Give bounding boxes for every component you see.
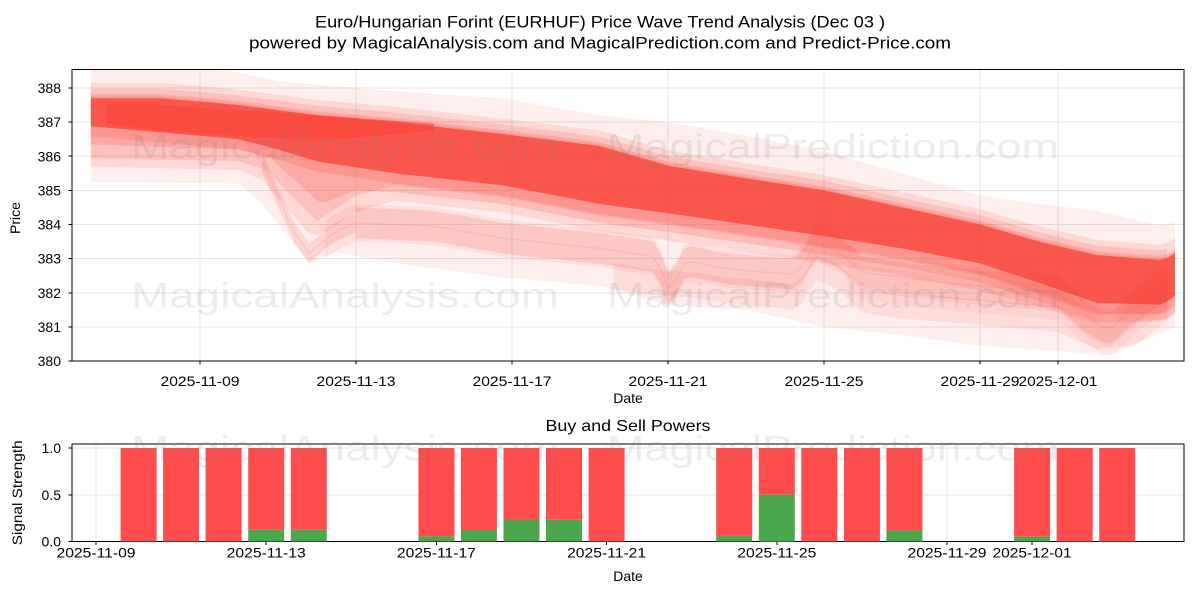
svg-text:2025-11-21: 2025-11-21: [567, 545, 646, 561]
svg-text:Euro/Hungarian Forint (EURHUF): Euro/Hungarian Forint (EURHUF) Price Wav…: [315, 13, 885, 32]
svg-text:powered by MagicalAnalysis.com: powered by MagicalAnalysis.com and Magic…: [249, 34, 951, 53]
svg-text:2025-11-17: 2025-11-17: [397, 545, 476, 561]
svg-text:MagicalAnalysis.com: MagicalAnalysis.com: [131, 128, 559, 167]
svg-text:2025-11-13: 2025-11-13: [317, 373, 396, 389]
svg-text:2025-11-09: 2025-11-09: [161, 373, 240, 389]
svg-text:2025-11-21: 2025-11-21: [629, 373, 708, 389]
svg-text:Price: Price: [7, 202, 23, 234]
svg-text:MagicalPrediction.com: MagicalPrediction.com: [607, 277, 1059, 316]
svg-text:MagicalPrediction.com: MagicalPrediction.com: [607, 430, 1059, 469]
svg-text:387: 387: [38, 114, 62, 130]
svg-text:2025-11-09: 2025-11-09: [57, 545, 136, 561]
svg-text:381: 381: [38, 319, 62, 335]
svg-text:Date: Date: [613, 390, 643, 406]
svg-text:2025-11-25: 2025-11-25: [785, 373, 864, 389]
svg-text:Signal Strength: Signal Strength: [9, 440, 25, 545]
svg-text:2025-11-13: 2025-11-13: [227, 545, 306, 561]
svg-text:388: 388: [38, 80, 62, 96]
svg-text:MagicalAnalysis.com: MagicalAnalysis.com: [131, 277, 559, 316]
svg-text:2025-12-01: 2025-12-01: [993, 545, 1072, 561]
svg-text:2025-11-17: 2025-11-17: [473, 373, 552, 389]
svg-text:Date: Date: [613, 568, 643, 584]
svg-text:MagicalAnalysis.com: MagicalAnalysis.com: [131, 430, 559, 469]
svg-text:386: 386: [38, 148, 62, 164]
svg-text:2025-12-01: 2025-12-01: [1019, 373, 1098, 389]
svg-text:384: 384: [38, 217, 62, 233]
svg-text:2025-11-29: 2025-11-29: [941, 373, 1020, 389]
svg-text:Buy and Sell Powers: Buy and Sell Powers: [546, 418, 711, 435]
svg-text:382: 382: [38, 285, 62, 301]
svg-text:0.0: 0.0: [42, 534, 62, 550]
svg-text:0.5: 0.5: [42, 487, 62, 503]
svg-text:380: 380: [38, 353, 62, 369]
svg-text:385: 385: [38, 182, 62, 198]
svg-text:MagicalPrediction.com: MagicalPrediction.com: [607, 128, 1059, 167]
svg-text:2025-11-25: 2025-11-25: [737, 545, 816, 561]
svg-text:1.0: 1.0: [42, 440, 62, 456]
svg-text:383: 383: [38, 251, 62, 267]
svg-text:2025-11-29: 2025-11-29: [908, 545, 987, 561]
